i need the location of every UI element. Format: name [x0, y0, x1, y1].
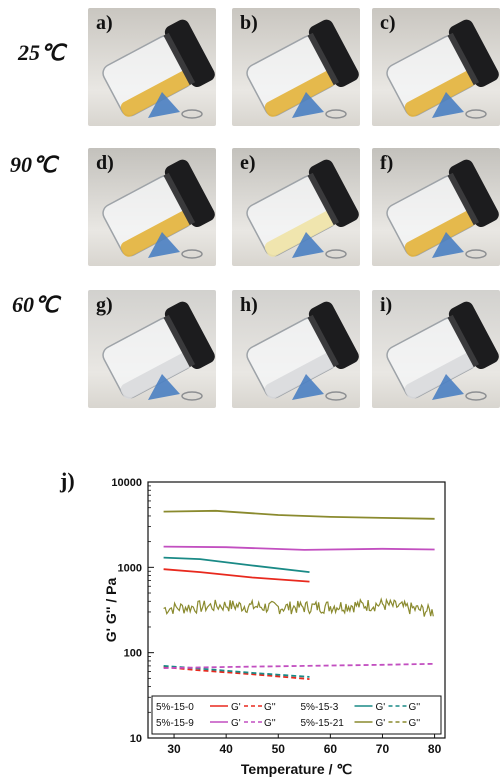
photo-label-d: d): [96, 152, 114, 174]
vial-photo-g: g): [88, 290, 216, 408]
y-tick-label: 100: [124, 648, 142, 660]
legend-gprime: G': [376, 718, 386, 729]
x-tick-label: 40: [219, 742, 233, 756]
y-tick-label: 10000: [111, 477, 142, 489]
vial-photo-e: e): [232, 148, 360, 266]
legend-gprime: G': [231, 702, 241, 713]
photo-label-b: b): [240, 12, 258, 34]
y-tick-label: 1000: [118, 562, 142, 574]
legend-sample: 5%-15-0: [156, 702, 194, 713]
photo-label-c: c): [380, 12, 396, 34]
x-tick-label: 30: [167, 742, 181, 756]
series-line-5: [163, 662, 435, 669]
temperature-label-90: 90℃: [10, 152, 57, 177]
rheology-chart: 10 100 1000 10000 30 40 50 60 70 80 Temperature / …: [103, 477, 446, 777]
temperature-label-60: 60℃: [12, 292, 59, 317]
photo-label-a: a): [96, 12, 113, 34]
series-line-6: [163, 509, 435, 520]
vial-photo-b: b): [232, 8, 360, 126]
x-tick-label: 60: [324, 742, 338, 756]
legend-sample: 5%-15-9: [156, 718, 194, 729]
series-line-0: [163, 568, 310, 583]
photo-label-i: i): [380, 294, 393, 316]
legend-gdoubleprime: G'': [409, 702, 421, 713]
legend-sample: 5%-15-21: [301, 718, 345, 729]
legend-gprime: G': [231, 718, 241, 729]
x-tick-label: 80: [428, 742, 442, 756]
y-axis-label: G' G'' / Pa: [103, 578, 119, 643]
legend-gprime: G': [376, 702, 386, 713]
photo-label-e: e): [240, 152, 256, 174]
temperature-label-25: 25℃: [18, 40, 65, 65]
series-line-7: [163, 597, 434, 617]
vial-photo-d: d): [88, 148, 216, 266]
y-tick-label: 10: [130, 733, 142, 745]
legend-gdoubleprime: G'': [264, 702, 276, 713]
photo-label-h: h): [240, 294, 258, 316]
vial-photo-c: c): [372, 8, 500, 126]
x-tick-label: 50: [272, 742, 286, 756]
legend-box: [151, 695, 442, 735]
legend-gdoubleprime: G'': [264, 718, 276, 729]
plot-frame: [147, 481, 446, 739]
vial-photo-h: h): [232, 290, 360, 408]
panel-label-j: j): [60, 468, 75, 493]
series-line-1: [163, 666, 310, 680]
vial-photo-i: i): [372, 290, 500, 408]
vial-photo-a: a): [88, 8, 216, 126]
photo-label-g: g): [96, 294, 113, 316]
photo-label-f: f): [380, 152, 394, 174]
vial-photo-f: f): [372, 148, 500, 266]
legend-sample: 5%-15-3: [301, 702, 339, 713]
x-axis-label: Temperature / ℃: [241, 761, 352, 777]
series-line-2: [163, 556, 310, 573]
x-tick-label: 70: [376, 742, 390, 756]
legend-gdoubleprime: G'': [409, 718, 421, 729]
series-line-4: [163, 545, 435, 551]
